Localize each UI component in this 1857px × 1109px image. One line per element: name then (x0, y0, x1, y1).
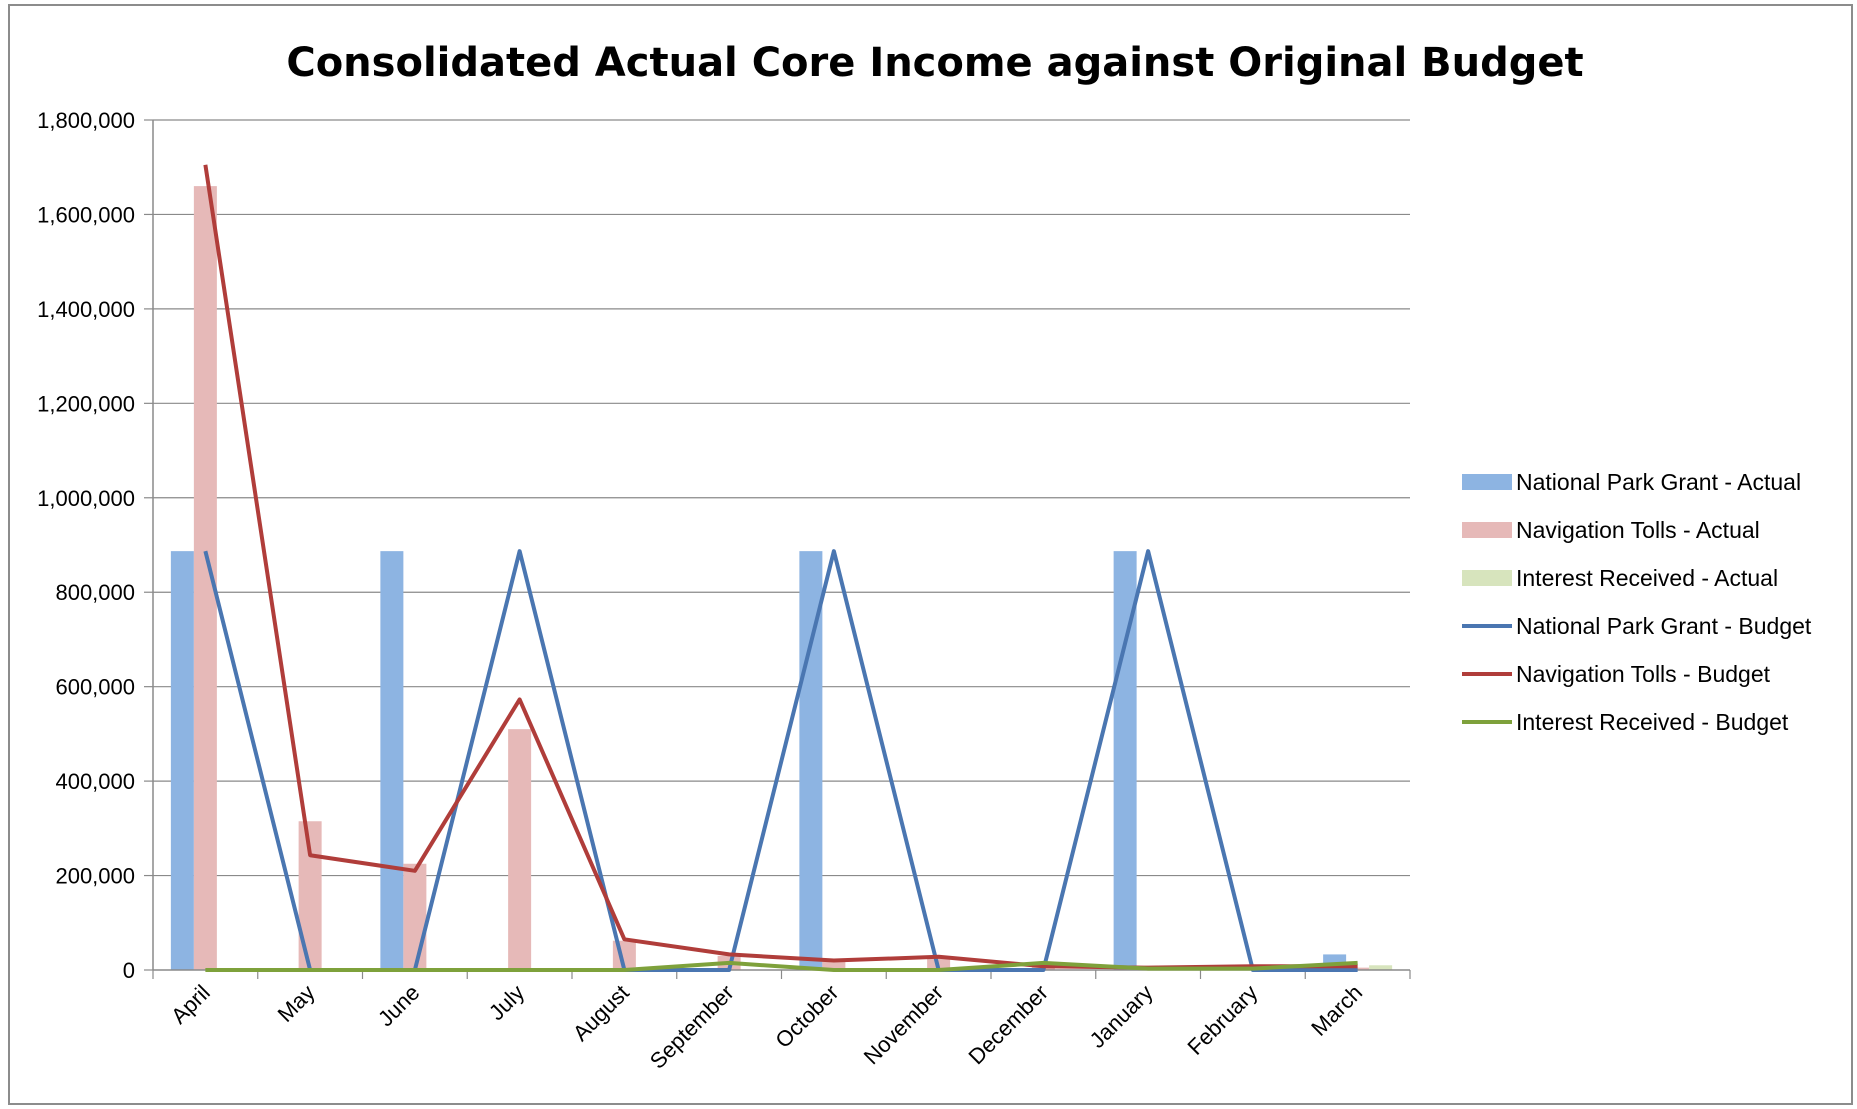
bar-national-park-grant-actual-april (170, 551, 194, 970)
x-axis-ticks: April May June July August September October No… (166, 980, 1367, 1074)
y-tick-label: 0 (123, 958, 135, 983)
line-navigation-tolls-budget (203, 164, 1358, 970)
y-tick-label: 1,000,000 (37, 486, 135, 511)
x-tick-label: July (484, 980, 529, 1025)
legend-label: Navigation Tolls - Budget (1516, 661, 1771, 687)
x-tick-label: September (645, 980, 739, 1074)
legend-swatch (1462, 570, 1512, 586)
bar-navigation-tolls-actual-april (193, 186, 217, 971)
legend: National Park Grant - Actual Navigation T… (1462, 469, 1812, 735)
bar-navigation-tolls-actual-june (403, 863, 427, 970)
legend-label: Navigation Tolls - Actual (1516, 517, 1760, 543)
y-tick-label: 1,600,000 (37, 202, 135, 227)
legend-label: Interest Received - Actual (1516, 565, 1778, 591)
x-tick-label: April (166, 980, 215, 1029)
y-axis-ticks: 0 200,000 400,000 600,000 800,000 1,000,000 1,… (37, 108, 135, 983)
legend-swatch (1462, 522, 1512, 538)
x-tick-label: February (1182, 980, 1262, 1060)
x-tick-label: March (1306, 980, 1367, 1041)
legend-item-interest-received-budget: Interest Received - Budget (1462, 709, 1789, 735)
chart-frame: Consolidated Actual Core Income against … (8, 4, 1853, 1105)
x-tick-label: June (373, 980, 424, 1031)
legend-label: National Park Grant - Budget (1516, 613, 1812, 639)
x-tick-label: November (859, 980, 948, 1069)
legend-item-navigation-tolls-actual: Navigation Tolls - Actual (1462, 517, 1760, 543)
x-tick-label: August (568, 980, 634, 1046)
bar-national-park-grant-actual-january (1113, 551, 1137, 970)
bar-national-park-grant-actual-october (799, 551, 823, 970)
gridlines (144, 119, 1410, 971)
bar-navigation-tolls-actual-october (822, 960, 846, 970)
bar-navigation-tolls-actual-may (298, 821, 322, 970)
legend-swatch (1462, 474, 1512, 490)
bar-national-park-grant-actual-june (380, 551, 404, 970)
y-tick-label: 800,000 (55, 580, 135, 605)
legend-label: Interest Received - Budget (1516, 709, 1789, 735)
line-national-park-grant-budget (203, 549, 1358, 972)
bars (170, 186, 1393, 971)
legend-item-interest-received-actual: Interest Received - Actual (1462, 565, 1778, 591)
legend-label: National Park Grant - Actual (1516, 469, 1801, 495)
budget-lines (203, 164, 1358, 972)
x-tick-label: January (1085, 980, 1158, 1053)
y-tick-label: 1,400,000 (37, 297, 135, 322)
y-tick-label: 400,000 (55, 769, 135, 794)
legend-item-national-park-grant-actual: National Park Grant - Actual (1462, 469, 1801, 495)
chart-title: Consolidated Actual Core Income against … (286, 40, 1583, 86)
y-tick-label: 600,000 (55, 675, 135, 700)
bar-interest-received-actual-march (1369, 965, 1393, 970)
x-tick-label: May (273, 980, 320, 1027)
legend-item-national-park-grant-budget: National Park Grant - Budget (1462, 613, 1812, 639)
y-tick-label: 1,800,000 (37, 108, 135, 133)
legend-item-navigation-tolls-budget: Navigation Tolls - Budget (1462, 661, 1771, 687)
y-tick-label: 200,000 (55, 864, 135, 889)
x-tick-label: October (770, 980, 843, 1053)
x-tick-label: December (963, 980, 1052, 1069)
line-interest-received-budget (205, 960, 1358, 972)
chart: Consolidated Actual Core Income against … (37, 40, 1812, 1074)
bar-navigation-tolls-actual-july (508, 729, 532, 970)
y-tick-label: 1,200,000 (37, 391, 135, 416)
